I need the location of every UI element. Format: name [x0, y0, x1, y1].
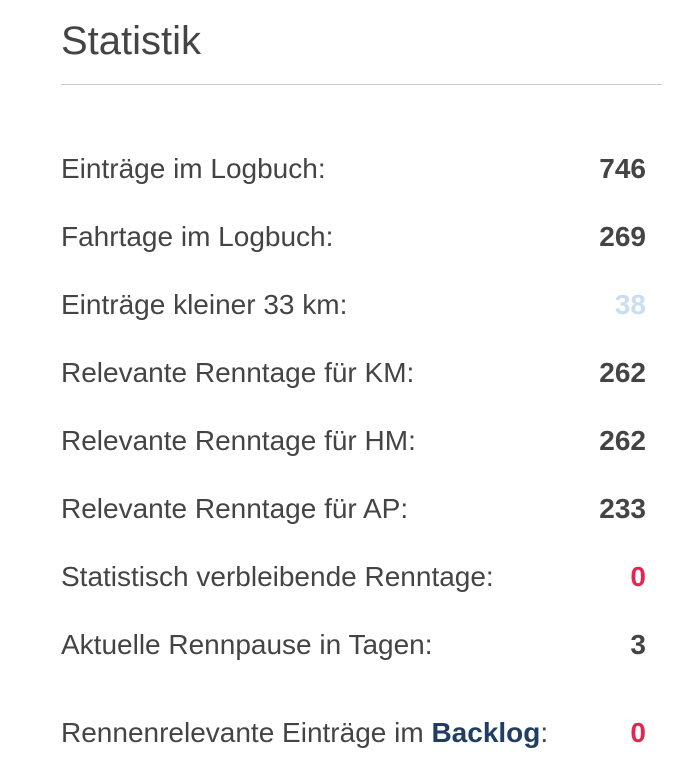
stat-label: Relevante Renntage für KM:	[61, 357, 415, 388]
stats-list: Einträge im Logbuch: 746 Fahrtage im Log…	[61, 135, 662, 767]
stat-label: Relevante Renntage für HM:	[61, 425, 416, 456]
spacer	[61, 679, 662, 699]
stat-row-race-break: Aktuelle Rennpause in Tagen: 3	[61, 611, 646, 679]
stat-value: 262	[599, 357, 646, 388]
stat-row-short-entries: Einträge kleiner 33 km: 38	[61, 271, 646, 339]
stat-value: 269	[599, 221, 646, 252]
stat-label: Einträge kleiner 33 km:	[61, 289, 348, 320]
stat-row-ride-days: Fahrtage im Logbuch: 269	[61, 203, 646, 271]
stat-value: 233	[599, 493, 646, 524]
stat-row-entries: Einträge im Logbuch: 746	[61, 135, 646, 203]
backlog-suffix: :	[540, 717, 549, 748]
stat-value: 38	[614, 289, 646, 320]
stat-label: Einträge im Logbuch:	[61, 153, 326, 184]
stat-row-race-days-hm: Relevante Renntage für HM: 262	[61, 407, 646, 475]
stat-row-race-days-km: Relevante Renntage für KM: 262	[61, 339, 646, 407]
stat-label: Aktuelle Rennpause in Tagen:	[61, 629, 433, 660]
stat-row-race-days-ap: Relevante Renntage für AP: 233	[61, 475, 646, 543]
panel-title: Statistik	[61, 19, 202, 63]
statistics-panel: Statistik Einträge im Logbuch: 746 Fahrt…	[61, 0, 662, 767]
stat-row-remaining-race-days: Statistisch verbleibende Renntage: 0	[61, 543, 646, 611]
stat-value: 3	[630, 629, 646, 660]
stat-row-backlog: Rennenrelevante Einträge im Backlog: 0	[61, 699, 646, 767]
stat-value: 0	[630, 717, 646, 748]
stat-label: Fahrtage im Logbuch:	[61, 221, 334, 252]
stat-value: 262	[599, 425, 646, 456]
title-divider	[61, 84, 662, 85]
backlog-prefix: Rennenrelevante Einträge im	[61, 717, 432, 748]
stat-label: Statistisch verbleibende Renntage:	[61, 561, 494, 592]
stat-value: 746	[599, 153, 646, 184]
stat-label: Rennenrelevante Einträge im Backlog:	[61, 717, 548, 749]
stat-value: 0	[630, 561, 646, 592]
backlog-link[interactable]: Backlog	[431, 717, 541, 748]
stat-label: Relevante Renntage für AP:	[61, 493, 409, 524]
